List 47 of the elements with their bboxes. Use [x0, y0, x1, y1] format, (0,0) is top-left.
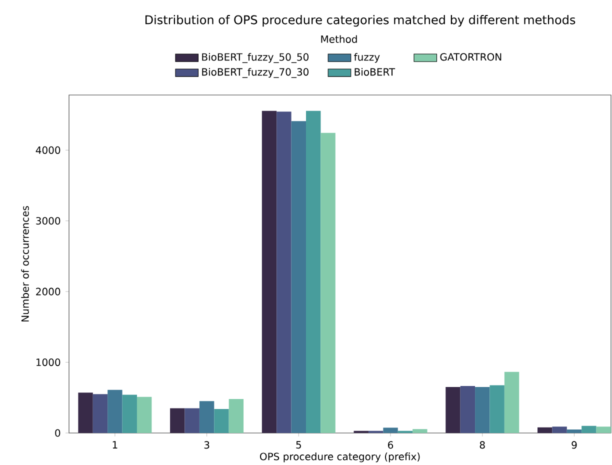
x-tick-label: 6 [388, 441, 394, 449]
x-tick-label: 5 [296, 441, 301, 449]
x-axis-title: OPS procedure category (prefix) [260, 452, 420, 462]
bar [490, 385, 504, 433]
legend-label: BioBERT_fuzzy_70_30 [202, 68, 309, 78]
bar [504, 372, 520, 433]
bar [170, 408, 185, 433]
bar [475, 387, 490, 433]
bar [596, 426, 611, 433]
bar [78, 392, 93, 433]
bar [214, 408, 229, 433]
bar [276, 112, 292, 433]
x-tick-label: 9 [572, 441, 577, 449]
bar [184, 408, 200, 433]
chart-title: Distribution of OPS procedure categories matched by different methods [145, 15, 576, 27]
y-tick-label: 3000 [36, 217, 60, 225]
bar [92, 394, 108, 433]
bar [460, 386, 476, 433]
y-axis-title: Number of occurrences [21, 206, 29, 322]
bar [566, 429, 582, 433]
bar [122, 394, 137, 433]
bar [446, 387, 460, 433]
bar [320, 132, 336, 433]
x-tick-label: 1 [112, 441, 118, 448]
bar [199, 401, 214, 433]
bar [582, 426, 596, 433]
bar [228, 399, 244, 433]
y-tick-label: 1000 [36, 358, 60, 366]
legend-label: BioBERT_fuzzy_50_50 [202, 53, 309, 63]
bar [136, 396, 152, 433]
x-tick-label: 3 [204, 441, 210, 449]
bar [291, 121, 306, 433]
bar [552, 426, 567, 433]
x-tick-label: 8 [480, 441, 485, 449]
bar [306, 110, 321, 433]
y-tick-label: 4000 [36, 146, 60, 154]
bar [108, 390, 122, 433]
bar [262, 110, 277, 433]
legend-label: BioBERT [354, 68, 396, 76]
bar [412, 429, 428, 433]
legend-label: GATORTRON [440, 53, 502, 61]
legend-title: Method [321, 35, 357, 43]
bar [538, 427, 552, 433]
legend-label: fuzzy [354, 53, 380, 63]
bar [383, 428, 398, 433]
y-tick-label: 2000 [36, 288, 60, 296]
y-tick-label: 0 [55, 429, 60, 437]
